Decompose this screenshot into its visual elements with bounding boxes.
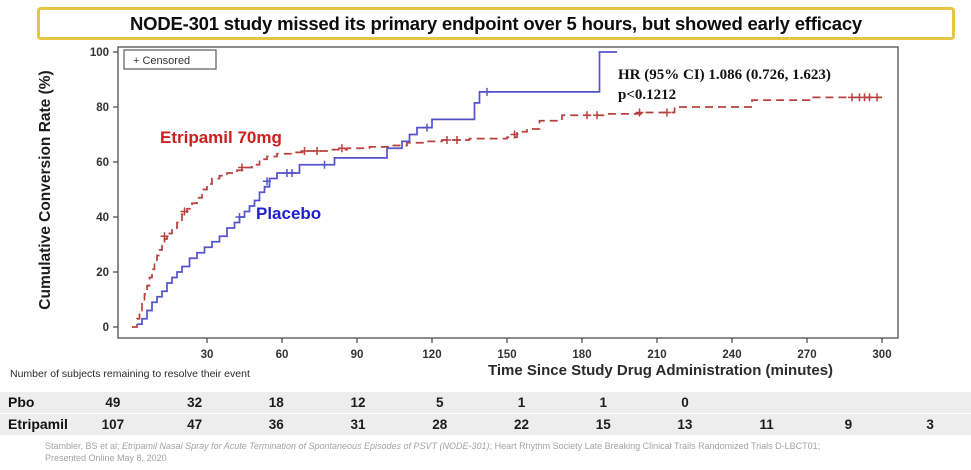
title-banner: NODE-301 study missed its primary endpoi… [37,7,955,40]
citation-footer: Stambler, BS et al; Etripamil Nasal Spra… [45,440,955,464]
risk-row-etripamil: Etripamil 107 47 36 31 28 22 15 13 11 9 3 [0,414,971,435]
censor-marks-etripamil-70mg [160,93,881,241]
censor-marks-placebo [235,87,491,221]
risk-cell: 31 [350,417,366,432]
risk-cell: 1 [517,395,526,410]
km-chart: 0 20 40 60 80 100 30 60 90 120 150 180 210 240 270 300 C… [37,46,899,361]
risk-cell: 49 [105,395,121,410]
risk-cell: 3 [926,417,934,432]
axis-caption-row: Number of subjects remaining to resolve … [0,362,971,388]
x-tick-label: 60 [276,349,289,361]
series-label-etripamil-70mg: Etripamil 70mg [160,128,282,147]
page-title: NODE-301 study missed its primary endpoi… [129,12,863,34]
risk-cell: 107 [101,417,125,432]
risk-cell: 13 [677,417,693,432]
x-tick-label: 300 [872,349,891,361]
hr-annotation-line1: HR (95% CI) 1.086 (0.726, 1.623) [618,67,831,83]
risk-cell: 11 [759,417,774,432]
series-curve-etripamil-70mg [132,96,882,328]
x-tick-label: 120 [422,349,441,361]
x-tick-label: 180 [572,349,591,361]
plot-frame [117,46,899,339]
series-label-placebo: Placebo [256,204,321,223]
risk-cell: 47 [187,417,203,432]
risk-cell [726,392,808,413]
y-tick-label: 60 [96,157,109,169]
x-tick-label: 90 [351,349,364,361]
risk-cell: 12 [350,395,366,410]
y-axis-title: Cumulative Conversion Rate (%) [37,70,54,309]
x-tick-label: 210 [647,349,666,361]
y-tick-label: 20 [96,267,109,279]
risk-cell: 0 [681,395,689,410]
x-tick-label: 150 [497,349,516,361]
risk-cell: 28 [432,417,448,432]
risk-cell [808,392,890,413]
citation-line1: Stambler, BS et al; Etripamil Nasal Spra… [45,441,821,451]
risk-cell: 5 [436,395,444,410]
risk-cell: 32 [187,395,203,410]
risk-cell: 1 [599,395,607,410]
risk-cell: 15 [595,417,611,432]
x-tick-label: 270 [797,349,816,361]
x-axis-title: Time Since Study Drug Administration (mi… [488,362,834,379]
number-at-risk-table: Pbo 49 32 18 12 5 1 1 0 Etripamil 107 47 36 31 28 22 15 1… [0,392,971,436]
risk-cell: 9 [844,417,853,432]
censored-legend-label: + Censored [133,55,190,67]
x-tick-label: 30 [201,349,214,361]
risk-table-caption: Number of subjects remaining to resolve … [10,368,250,380]
y-tick-label: 100 [90,47,109,59]
risk-row-label: Etripamil [8,416,68,432]
y-tick-label: 80 [96,102,109,114]
risk-row-label: Pbo [8,394,35,410]
risk-row-pbo: Pbo 49 32 18 12 5 1 1 0 [0,392,971,413]
x-tick-label: 240 [722,349,741,361]
censored-legend-box [123,49,217,70]
citation-line2: Presented Online May 8, 2020 [45,453,167,463]
y-tick-label: 40 [96,212,109,224]
risk-cell: 18 [268,395,284,410]
hr-annotation-line2: p<0.1212 [618,87,676,103]
risk-cell: 22 [513,417,529,432]
risk-cell [889,392,971,413]
y-tick-label: 0 [103,322,109,334]
risk-cell: 36 [268,417,284,432]
